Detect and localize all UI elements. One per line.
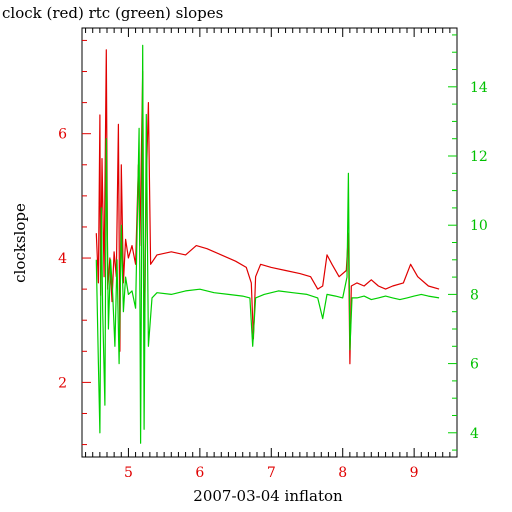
y-left-tick-label: 2 <box>58 375 67 391</box>
series-line-clock <box>95 49 440 365</box>
y-right-tick-label: 4 <box>470 426 479 442</box>
x-tick-label: 5 <box>124 465 133 481</box>
plot-frame <box>81 27 458 458</box>
y-right-tick-label: 10 <box>470 218 488 234</box>
x-axis-label: 2007-03-04 inflaton <box>193 487 343 505</box>
x-tick-label: 8 <box>338 465 347 481</box>
chart-title: clock (red) rtc (green) slopes <box>2 4 223 22</box>
y-left-tick-label: 6 <box>58 127 67 143</box>
y-right-tick-label: 12 <box>470 149 488 165</box>
y-left-tick-label: 4 <box>58 251 67 267</box>
x-tick-label: 7 <box>267 465 276 481</box>
y-right-tick-label: 6 <box>470 357 479 373</box>
x-tick-label: 9 <box>410 465 419 481</box>
x-tick-label: 6 <box>195 465 204 481</box>
y-right-tick-label: 8 <box>470 287 479 303</box>
y-right-tick-label: 14 <box>470 80 488 96</box>
series-line-rtc <box>95 44 440 444</box>
y-axis-label: clockslope <box>11 203 29 283</box>
